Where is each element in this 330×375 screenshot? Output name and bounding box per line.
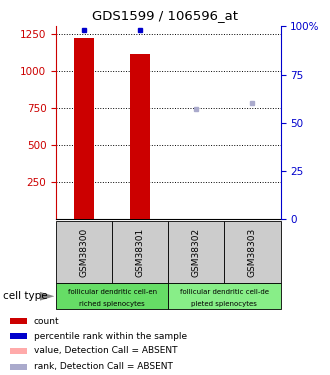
Bar xyxy=(10,348,27,354)
Text: GDS1599 / 106596_at: GDS1599 / 106596_at xyxy=(92,9,238,22)
Text: percentile rank within the sample: percentile rank within the sample xyxy=(34,332,187,340)
Text: GSM38302: GSM38302 xyxy=(192,228,201,277)
Bar xyxy=(112,221,168,283)
Text: follicular dendritic cell-de: follicular dendritic cell-de xyxy=(180,288,269,294)
Bar xyxy=(168,283,280,309)
Bar xyxy=(74,38,94,219)
Bar xyxy=(56,221,112,283)
Text: GSM38303: GSM38303 xyxy=(248,228,257,277)
Polygon shape xyxy=(40,292,54,301)
Text: riched splenocytes: riched splenocytes xyxy=(79,301,145,307)
Bar xyxy=(10,318,27,324)
Text: cell type: cell type xyxy=(3,291,48,301)
Bar xyxy=(10,333,27,339)
Text: pleted splenocytes: pleted splenocytes xyxy=(191,301,257,307)
Bar xyxy=(224,221,280,283)
Text: rank, Detection Call = ABSENT: rank, Detection Call = ABSENT xyxy=(34,363,172,372)
Text: follicular dendritic cell-en: follicular dendritic cell-en xyxy=(68,288,157,294)
Text: value, Detection Call = ABSENT: value, Detection Call = ABSENT xyxy=(34,346,177,355)
Text: GSM38301: GSM38301 xyxy=(136,228,145,277)
Bar xyxy=(10,364,27,370)
Bar xyxy=(56,283,168,309)
Text: count: count xyxy=(34,316,59,326)
Bar xyxy=(130,54,150,219)
Text: GSM38300: GSM38300 xyxy=(80,228,89,277)
Bar xyxy=(168,221,224,283)
